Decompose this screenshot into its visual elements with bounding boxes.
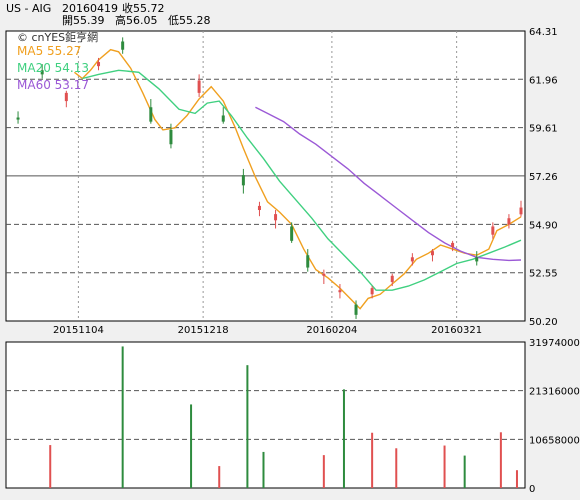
volume-axis-labels: 31974000 21316000 10658000 0: [529, 338, 580, 495]
volume-bar: [121, 346, 124, 488]
low-label: 低55.28: [168, 14, 211, 27]
legend-ma5: MA5 55.27: [17, 44, 81, 58]
candle-body: [169, 129, 173, 145]
volume-tick-label: 21316000: [529, 387, 580, 398]
candle-body: [221, 115, 225, 122]
volume-tick-label: 0: [529, 484, 535, 495]
candle-body: [97, 62, 101, 67]
price-tick-label: 50.20: [529, 317, 558, 328]
candle-body: [410, 257, 414, 262]
candle-body: [149, 107, 153, 122]
volume-grid: [6, 390, 525, 440]
volume-bar: [322, 455, 325, 488]
candle-body: [257, 205, 261, 211]
candle-body: [40, 70, 44, 75]
candlesticks: [16, 37, 523, 319]
open-label: 開55.39: [62, 14, 105, 27]
date-label: 20160419: [62, 2, 118, 15]
candle-body: [519, 207, 523, 215]
volume-bar: [499, 432, 502, 488]
price-tick-label: 57.26: [529, 172, 558, 183]
volume-bar: [190, 404, 193, 488]
date-tick-label: 20160204: [306, 325, 357, 336]
candle-body: [370, 288, 374, 295]
volume-bar: [342, 389, 345, 488]
candle-body: [306, 255, 310, 268]
volume-bars: [49, 346, 518, 488]
ma20-line: [82, 69, 522, 291]
volume-bar: [246, 365, 249, 488]
volume-bar: [371, 432, 374, 488]
date-tick-label: 20160321: [431, 325, 482, 336]
legend-ma60: MA60 53.17: [17, 78, 89, 92]
price-tick-label: 52.55: [529, 269, 558, 280]
candle-body: [430, 251, 434, 256]
candle-body: [16, 117, 20, 120]
close-label: 收55.72: [122, 1, 165, 15]
price-tick-label: 61.96: [529, 75, 558, 86]
legend-ma20: MA20 54.13: [17, 61, 89, 75]
candle-body: [241, 175, 245, 186]
high-label: 高56.05: [115, 13, 158, 27]
volume-bar: [395, 448, 398, 488]
volume-bar: [218, 466, 221, 488]
candle-body: [197, 80, 201, 93]
symbol-label: US - AIG: [6, 2, 51, 15]
price-axis-labels: 64.31 61.96 59.61 57.26 54.90 52.55 50.20: [529, 27, 558, 328]
volume-bar: [463, 455, 466, 488]
candle-body: [290, 226, 294, 241]
watermark-text: © cnYES鉅亨網: [17, 30, 98, 44]
candle-body: [274, 214, 278, 221]
candle-body: [338, 290, 342, 293]
date-axis-labels: 20151104 20151218 20160204 20160321: [53, 325, 482, 336]
volume-panel: [5, 341, 526, 489]
candle-body: [354, 304, 358, 315]
candle-body: [64, 92, 68, 102]
volume-tick-label: 10658000: [529, 435, 580, 446]
candle-body: [451, 242, 455, 248]
volume-bar: [49, 445, 52, 488]
candle-body: [507, 218, 511, 225]
candle-body: [322, 273, 326, 276]
candle-body: [121, 41, 125, 50]
price-tick-label: 54.90: [529, 220, 558, 231]
price-tick-label: 59.61: [529, 124, 558, 135]
volume-tick-label: 31974000: [529, 338, 580, 349]
candle-body: [390, 275, 394, 282]
ma60-line: [255, 106, 522, 262]
candle-body: [475, 257, 479, 262]
volume-bar: [515, 470, 518, 488]
date-tick-label: 20151104: [53, 325, 104, 336]
volume-bar: [443, 445, 446, 488]
date-tick-label: 20151218: [178, 325, 229, 336]
candle-body: [491, 226, 495, 235]
price-tick-label: 64.31: [529, 27, 558, 38]
volume-bar: [262, 451, 265, 488]
